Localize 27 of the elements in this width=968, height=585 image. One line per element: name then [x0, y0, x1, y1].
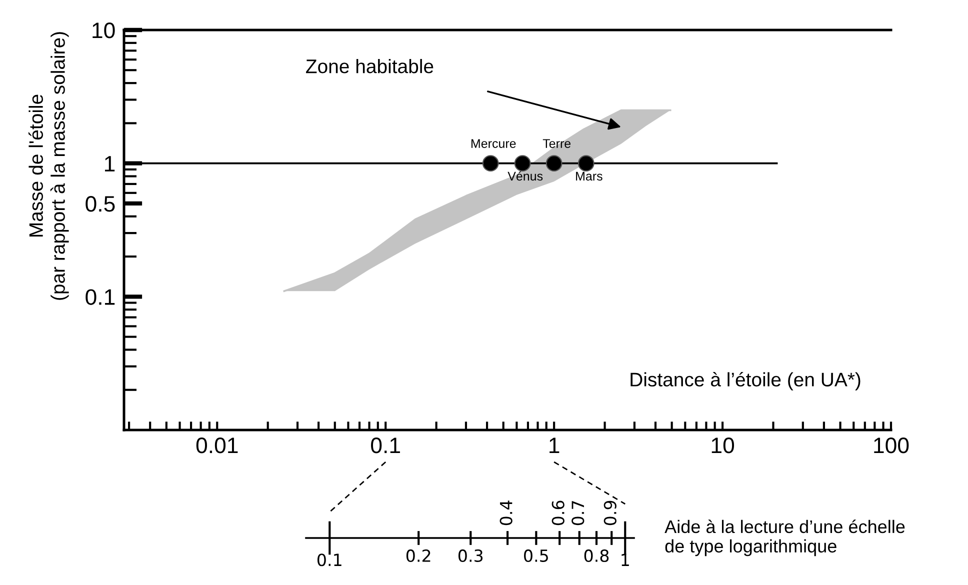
text: Aide à la lecture d’une échelle de type logarithmique	[664, 520, 905, 556]
text: 1	[622, 554, 629, 566]
text: 0.9	[604, 500, 616, 526]
x-axis-title: Distance à l’étoile (en UA*)	[630, 372, 860, 390]
annotation: Zone habitable	[306, 58, 434, 74]
text: 0.2	[406, 549, 430, 562]
annotation: Mars	[576, 172, 602, 181]
y-tick-label: 0.5	[86, 196, 115, 212]
x-tick-label: 10	[712, 438, 734, 454]
annotation: Mercure	[471, 139, 516, 148]
text: 0.4	[500, 500, 512, 526]
x-tick-label: 100	[874, 438, 909, 454]
text: 0.7	[572, 501, 584, 526]
y-tick-label: 0.1	[86, 289, 115, 305]
annotation: Vénus	[508, 171, 543, 181]
x-tick-label: 1	[550, 438, 560, 454]
text: 0.1	[317, 554, 342, 566]
y-axis-title: Masse de l'étoile (par rapport à la masse solaire)	[28, 32, 69, 300]
text: 0.8	[584, 549, 609, 562]
text: 0.6	[552, 500, 564, 526]
text: 0.3	[458, 549, 483, 562]
y-tick-label: 1	[105, 156, 115, 172]
annotation: Terre	[542, 139, 571, 148]
y-tick-label: 10	[92, 22, 115, 38]
text: 0.5	[524, 549, 548, 562]
x-tick-label: 0.01	[196, 438, 238, 454]
x-tick-label: 0.1	[371, 438, 400, 454]
